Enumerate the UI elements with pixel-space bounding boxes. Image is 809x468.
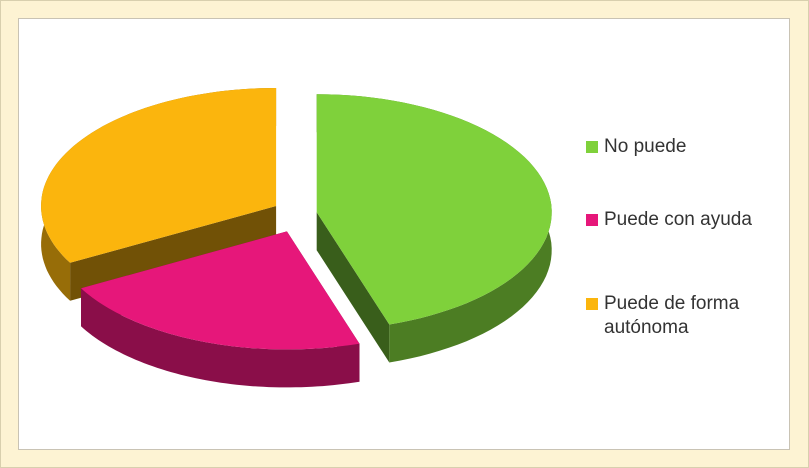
- slice: [81, 231, 360, 388]
- slice-cut-face: [316, 212, 390, 363]
- legend-label: Puede de forma autónoma: [604, 293, 740, 338]
- legend-item: Puede con ayuda: [586, 208, 766, 232]
- legend-item: No puede: [586, 135, 766, 159]
- slice-top: [81, 231, 360, 350]
- slice: [316, 94, 552, 363]
- slice-top: [41, 88, 277, 263]
- legend-swatch: [586, 141, 598, 153]
- slice-side: [81, 288, 360, 388]
- legend-swatch: [586, 298, 598, 310]
- legend-item: Puede de forma autónoma: [586, 292, 766, 340]
- legend-swatch: [586, 214, 598, 226]
- legend-label: No puede: [604, 136, 687, 157]
- slice-top: [316, 94, 552, 325]
- legend-label: Puede con ayuda: [604, 209, 752, 230]
